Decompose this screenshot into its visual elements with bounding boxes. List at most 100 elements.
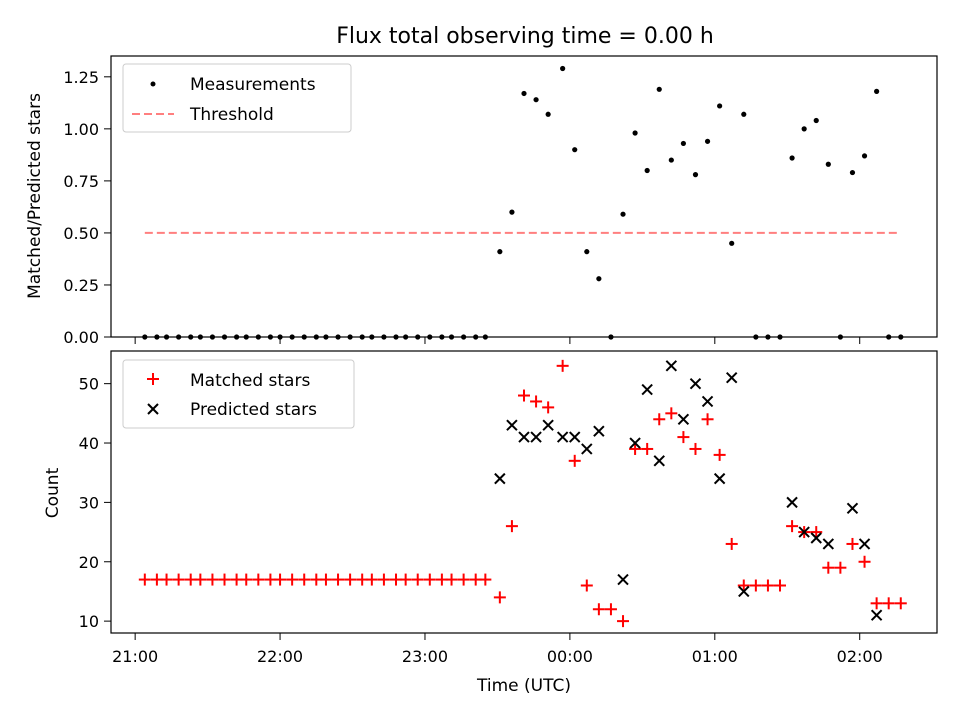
matched-star-point: [774, 579, 787, 592]
predicted-star-point: [629, 437, 641, 449]
bottom-x-tick-label: 23:00: [402, 647, 448, 666]
top-axes-frame: [110, 55, 938, 338]
matched-star-point: [846, 537, 859, 550]
bottom-x-axis: 21:00 22:00 23:00 00:00 01:00 02:00: [112, 633, 883, 666]
measurement-point: [560, 65, 566, 72]
top-y-axis: 0.00 0.25 0.50 0.75 1.00 1.25: [63, 68, 111, 347]
bottom-legend-box: [122, 359, 355, 429]
x-axis-label: Time (UTC): [476, 676, 571, 696]
matched-star-point: [810, 526, 823, 539]
legend-label-measurements: Measurements: [190, 75, 316, 95]
chart-title: Flux total observing time = 0.00 h: [336, 24, 714, 49]
matched-star-point: [882, 597, 895, 610]
matched-star-point: [556, 359, 569, 372]
predicted-star-point: [593, 425, 605, 437]
legend-marker-measurements: [150, 81, 156, 87]
predicted-star-point: [494, 472, 506, 485]
top-y-tick-label: 1.00: [63, 120, 99, 139]
legend-label-matched-stars: Matched stars: [190, 371, 310, 391]
measurement-point: [632, 130, 638, 136]
matched-star-point: [725, 537, 738, 550]
predicted-star-point: [518, 431, 530, 443]
top-y-tick-label: 0.75: [63, 172, 99, 191]
top-y-axis-label: Matched/Predicted stars: [25, 93, 45, 299]
matched-star-point: [629, 442, 642, 455]
bottom-plot-area: [138, 359, 907, 628]
matched-star-point: [761, 579, 774, 592]
bottom-x-tick-label: 22:00: [257, 647, 303, 666]
bottom-y-tick-label: 10: [79, 612, 99, 631]
matched-star-point: [505, 520, 518, 533]
measurement-point: [813, 117, 819, 124]
measurement-point: [668, 157, 674, 163]
bottom-x-tick-label: 02:00: [837, 647, 883, 666]
matched-star-point: [344, 573, 357, 586]
measurement-point: [497, 249, 503, 255]
matched-star-point: [365, 573, 378, 586]
matched-star-point: [834, 561, 847, 574]
top-legend: Measurements Threshold: [122, 63, 352, 133]
measurement-point: [596, 276, 602, 282]
matched-star-point: [252, 573, 265, 586]
matched-star-point: [411, 573, 424, 586]
matched-star-point: [701, 413, 714, 426]
matched-star-point: [240, 573, 253, 586]
bottom-panel: 10 20 30 40 50 21:00 22:00 23:00 00:00 01:00 02:0…: [43, 350, 938, 696]
predicted-star-point: [846, 502, 859, 515]
matched-star-point: [160, 573, 173, 586]
predicted-star-point: [617, 573, 629, 586]
matched-star-point: [377, 573, 390, 586]
bottom-y-tick-label: 40: [79, 434, 99, 453]
measurement-point: [545, 111, 551, 117]
predicted-star-point: [581, 443, 593, 455]
predicted-star-point: [530, 431, 542, 443]
predicted-star-point: [822, 538, 835, 550]
matched-star-point: [822, 561, 835, 574]
measurement-point: [704, 138, 711, 144]
matched-star-point: [568, 454, 581, 467]
matched-star-point: [518, 389, 530, 402]
measurement-point: [521, 90, 527, 97]
matched-star-point: [457, 573, 470, 586]
measurement-point: [656, 86, 662, 92]
matched-star-point: [677, 431, 690, 444]
matched-star-point: [713, 448, 726, 461]
bottom-y-axis-label: Count: [43, 467, 63, 518]
matched-star-point: [332, 573, 345, 586]
predicted-star-point: [569, 431, 581, 443]
matched-star-point: [737, 579, 750, 592]
matched-star-point: [493, 591, 506, 604]
predicted-star-point: [506, 419, 518, 431]
predicted-star-point: [713, 472, 726, 485]
measurement-point: [861, 153, 868, 159]
matched-star-point: [218, 573, 231, 586]
predicted-star-point: [701, 395, 714, 408]
measurement-point: [533, 97, 539, 103]
top-x-ticks: [134, 337, 861, 344]
predicted-star-point: [542, 419, 554, 431]
predicted-star-point: [858, 538, 871, 550]
bottom-x-tick-label: 00:00: [547, 647, 593, 666]
matched-star-point: [894, 597, 907, 610]
measurement-point: [801, 126, 807, 132]
measurement-point: [620, 211, 626, 217]
predicted-star-point: [786, 496, 798, 509]
top-y-tick-label: 1.25: [63, 68, 99, 87]
bottom-x-tick-label: 21:00: [112, 647, 158, 666]
matched-star-point: [592, 603, 605, 616]
measurement-point: [584, 249, 590, 255]
matched-star-point: [858, 555, 871, 568]
matched-star-point: [479, 573, 492, 586]
measurement-point: [692, 172, 699, 178]
measurement-point: [741, 111, 747, 117]
legend-label-predicted-stars: Predicted stars: [190, 400, 317, 420]
matched-star-point: [138, 573, 151, 586]
top-y-tick-label: 0.50: [63, 224, 99, 243]
matched-star-point: [530, 395, 543, 408]
matched-star-point: [194, 573, 207, 586]
matched-star-point: [604, 603, 617, 616]
matched-star-point: [542, 401, 555, 414]
matched-star-point: [689, 442, 702, 455]
predicted-star-point: [798, 526, 810, 538]
